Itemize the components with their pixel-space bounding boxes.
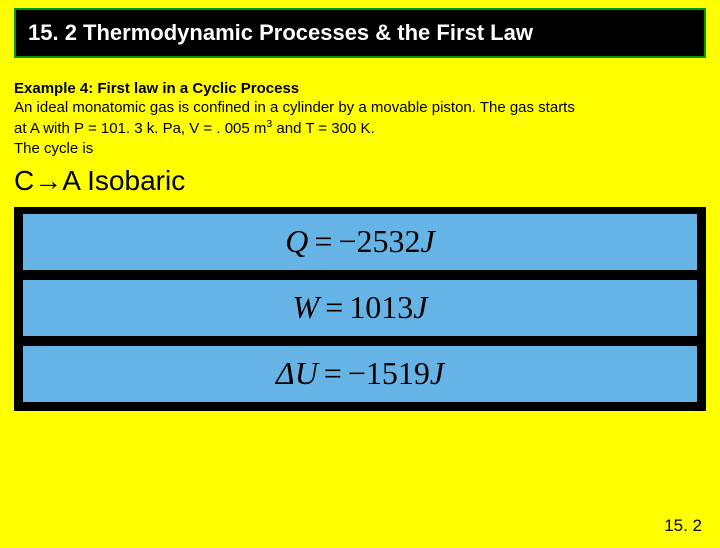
equation-w: W=1013J [22,279,698,337]
desc-line1: An ideal monatomic gas is confined in a … [14,99,575,116]
example-description: An ideal monatomic gas is confined in a … [14,99,706,139]
eq-du-op: = [318,355,348,391]
eq-du-sign: − [348,355,366,391]
eq-w-unit: J [413,289,427,325]
eq-q-val: 2532 [357,223,421,259]
eq-w-op: = [319,289,349,325]
eq-q-unit: J [421,223,435,259]
eq-du-val: 1519 [366,355,430,391]
example-heading: Example 4: First law in a Cyclic Process [14,80,706,97]
page-number: 15. 2 [664,516,702,536]
eq-du-text: ΔU=−1519J [276,355,444,392]
process-to: A [62,165,79,196]
equations-panel: Q=−2532J W=1013J ΔU=−1519J [14,207,706,411]
eq-q-text: Q=−2532J [285,223,434,260]
eq-du-unit: J [430,355,444,391]
desc-line2b: and T = 300 K. [272,120,374,137]
eq-w-val: 1013 [349,289,413,325]
eq-du-lhs: ΔU [276,355,318,391]
page-title: 15. 2 Thermodynamic Processes & the Firs… [28,20,692,46]
eq-q-sign: − [338,223,356,259]
example-block: Example 4: First law in a Cyclic Process… [14,80,706,157]
process-from: C [14,165,34,196]
equation-q: Q=−2532J [22,213,698,271]
eq-w-text: W=1013J [293,289,428,326]
equation-du: ΔU=−1519J [22,345,698,403]
desc-line2a: at A with P = 101. 3 k. Pa, V = . 005 m [14,120,266,137]
cycle-line: The cycle is [14,140,706,157]
process-label: C→A Isobaric [14,165,706,197]
title-bar: 15. 2 Thermodynamic Processes & the Firs… [14,8,706,58]
eq-q-lhs: Q [285,223,308,259]
eq-w-lhs: W [293,289,320,325]
arrow-icon: → [34,165,62,196]
eq-q-op: = [308,223,338,259]
process-type: Isobaric [87,165,185,196]
